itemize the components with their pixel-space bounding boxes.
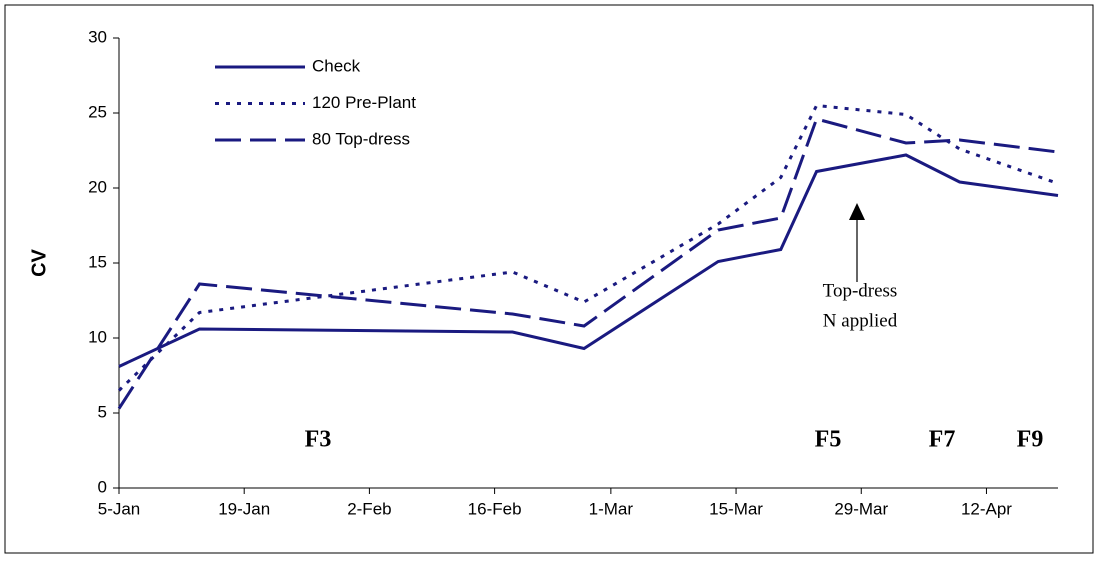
y-tick-label: 10 [88,327,107,346]
x-tick-label: 15-Mar [709,499,763,518]
y-tick-label: 25 [88,102,107,121]
legend-label: 120 Pre-Plant [312,93,416,112]
x-tick-label: 16-Feb [468,499,522,518]
legend-label: 80 Top-dress [312,129,410,148]
x-tick-label: 5-Jan [98,499,141,518]
series-line [118,153,1059,368]
y-tick-label: 20 [88,177,107,196]
x-tick-label: 19-Jan [218,499,270,518]
x-tick-label: 29-Mar [834,499,888,518]
y-tick-label: 0 [98,477,107,496]
chart-border [4,4,1094,554]
x-tick-label: 2-Feb [347,499,391,518]
stage-label: F7 [929,427,956,453]
y-tick-label: 15 [88,252,107,271]
annotation-text: N applied [823,310,898,331]
legend-label: Check [312,56,361,75]
x-tick-label: 1-Mar [589,499,634,518]
annotation-arrowhead [849,203,865,220]
y-tick-label: 5 [98,402,107,421]
stage-label: F9 [1017,427,1044,453]
series-line [117,117,1059,410]
stage-label: F5 [815,427,842,453]
stage-label: F3 [305,427,332,453]
y-axis-title: CV [28,248,50,276]
y-tick-label: 30 [88,27,107,46]
x-tick-label: 12-Apr [961,499,1012,518]
annotation-text: Top-dress [823,280,898,301]
